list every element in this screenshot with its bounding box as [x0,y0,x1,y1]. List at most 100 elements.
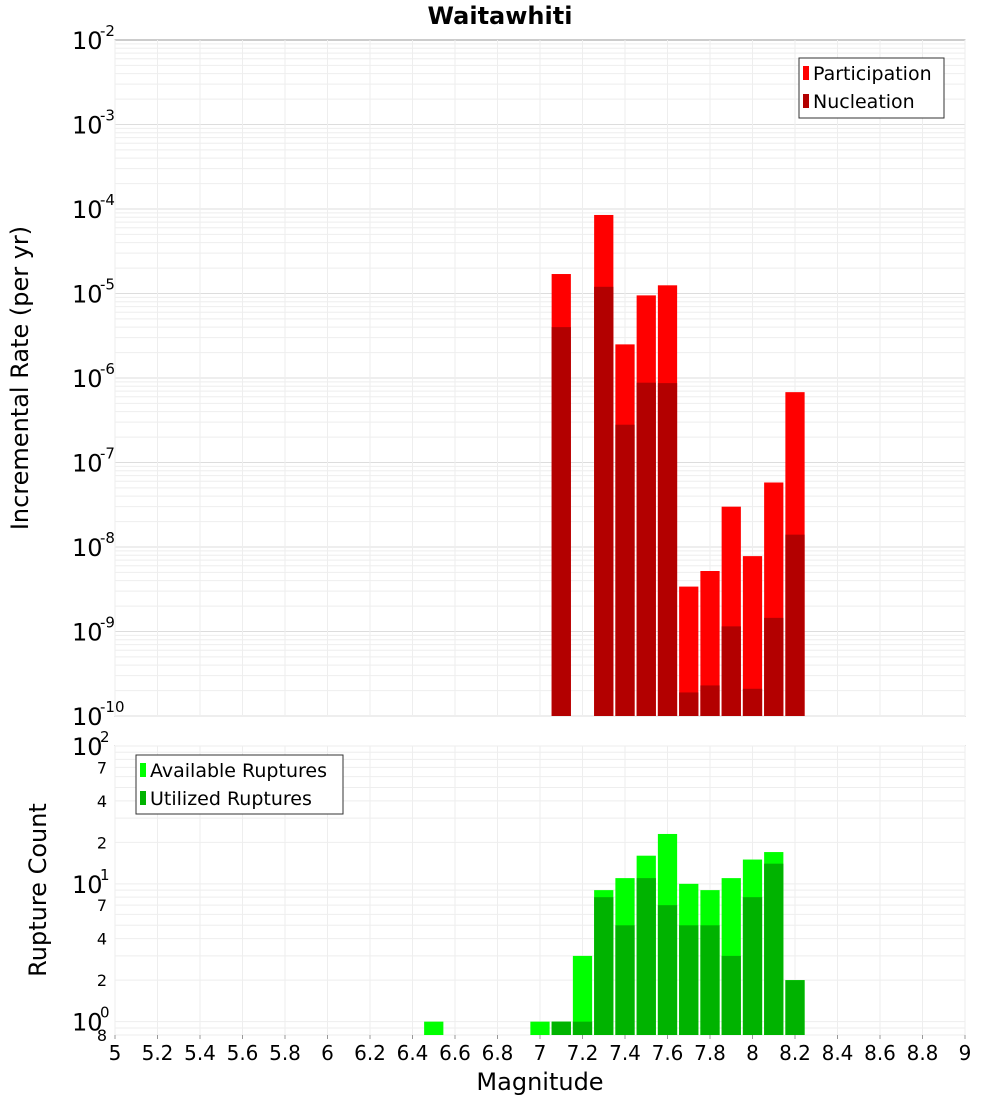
participation-bar [742,556,763,716]
x-tick-label: 6.6 [439,1041,471,1065]
y-tick-base: 10 [72,365,103,393]
participation-bar [679,586,699,716]
rate-y-ticks: 10-210-310-410-510-610-710-810-910-10 [72,22,125,731]
y-tick-exponent: -3 [100,107,115,125]
y-tick-exponent: -9 [100,614,115,632]
legend-label-nucleation: Nucleation [813,91,915,113]
y-tick-base: 10 [72,534,103,562]
x-tick-label: 8 [746,1041,759,1065]
x-tick-label: 5 [109,1041,122,1065]
utilized-ruptures-bar [721,955,741,1035]
legend-label-available: Available Ruptures [150,760,327,782]
nucleation-bar [785,534,805,716]
x-tick-label: 5.6 [227,1041,259,1065]
x-tick-label: 6.4 [397,1041,429,1065]
y-tick-base: 10 [72,619,103,647]
y-tick-label: 10-9 [72,614,115,647]
y-tick-label: 10-8 [72,529,115,562]
y-tick-label: 10-3 [72,107,115,140]
nucleation-bar [551,327,571,716]
y-tick-base: 10 [72,196,103,224]
y-tick-exponent: -8 [100,529,115,547]
y-tick-exponent: -7 [100,445,115,463]
y-tick-exponent: -6 [100,360,115,378]
nucleation-bar [764,617,784,716]
y-tick-exponent: 1 [100,866,110,884]
x-tick-label: 7 [534,1041,547,1065]
x-tick-label: 7.2 [567,1041,599,1065]
y-minor-tick-label: 7 [97,896,107,915]
x-tick-label: 5.2 [142,1041,174,1065]
nucleation-bar [742,688,763,716]
y-minor-tick-label: 7 [97,758,107,777]
utilized-ruptures-bar [764,863,784,1035]
rate-legend-box [798,57,945,119]
rate-legend: Participation Nucleation [798,57,945,119]
y-tick-label: 10-4 [72,191,115,224]
utilized-ruptures-bar [572,1021,593,1035]
x-tick-labels: 5 5.2 5.4 5.6 5.8 6 6.2 6.4 6.6 6.8 7 7.2 7.4 7.6 7.8 8… [109,1035,971,1065]
y-tick-base: 10 [72,871,103,899]
nucleation-bar [721,626,741,716]
nucleation-bar [679,692,699,716]
x-tick-label: 7.8 [694,1041,726,1065]
x-tick-label: 8.6 [864,1041,896,1065]
y-tick-base: 10 [72,703,103,731]
x-tick-label: 8.8 [907,1041,939,1065]
utilized-ruptures-bar [657,905,678,1035]
count-legend: Available Ruptures Utilized Ruptures [135,754,344,815]
participation-bar [700,570,720,716]
y-minor-tick-label: 4 [97,792,107,811]
y-minor-tick-label: 2 [97,971,107,990]
legend-swatch-utilized [140,791,146,805]
x-tick-label: 8.2 [779,1041,811,1065]
x-tick-label: 6.2 [354,1041,386,1065]
chart-title: Waitawhiti [428,2,573,30]
rate-y-axis-label: Incremental Rate (per yr) [6,226,34,530]
count-y-axis-label: Rupture Count [24,803,52,977]
rate-bars [551,214,805,716]
x-tick-label: 5.4 [184,1041,216,1065]
y-tick-exponent: -2 [100,22,115,40]
y-tick-label: 102 [72,728,110,761]
y-tick-exponent: -5 [100,276,115,294]
rate-grid [114,40,966,717]
y-minor-tick-label: 8 [97,1026,107,1045]
utilized-ruptures-bar [679,925,699,1035]
nucleation-bar [700,685,720,716]
y-tick-label: 10-5 [72,276,115,309]
y-tick-base: 10 [72,281,103,309]
y-tick-base: 10 [72,733,103,761]
nucleation-bar [636,382,656,716]
utilized-ruptures-bar [551,1021,571,1035]
x-tick-label: 5.8 [269,1041,301,1065]
legend-label-participation: Participation [813,63,932,85]
nucleation-bar [594,286,614,716]
legend-swatch-available [140,763,146,777]
y-tick-label: 10-10 [72,698,125,731]
x-tick-label: 8.4 [822,1041,854,1065]
legend-swatch-nucleation [803,94,809,108]
utilized-ruptures-bar [785,980,805,1035]
x-axis-label: Magnitude [476,1068,603,1096]
y-tick-exponent: 0 [100,1004,110,1022]
utilized-ruptures-bar [742,897,763,1035]
nucleation-bar [615,424,635,716]
count-bars [424,833,805,1035]
y-tick-base: 10 [72,1009,103,1037]
available-ruptures-bar [530,1021,550,1035]
utilized-ruptures-bar [700,925,720,1035]
rate-panel: 10-210-310-410-510-610-710-810-910-10 In… [6,22,966,731]
utilized-ruptures-bar [615,925,635,1035]
y-tick-exponent: -10 [100,698,125,716]
y-tick-exponent: -4 [100,191,115,209]
utilized-ruptures-bar [636,878,656,1035]
y-tick-label: 101 [72,866,110,899]
x-tick-label: 6.8 [482,1041,514,1065]
y-tick-base: 10 [72,112,103,140]
y-tick-label: 10-6 [72,360,115,393]
y-tick-base: 10 [72,450,103,478]
